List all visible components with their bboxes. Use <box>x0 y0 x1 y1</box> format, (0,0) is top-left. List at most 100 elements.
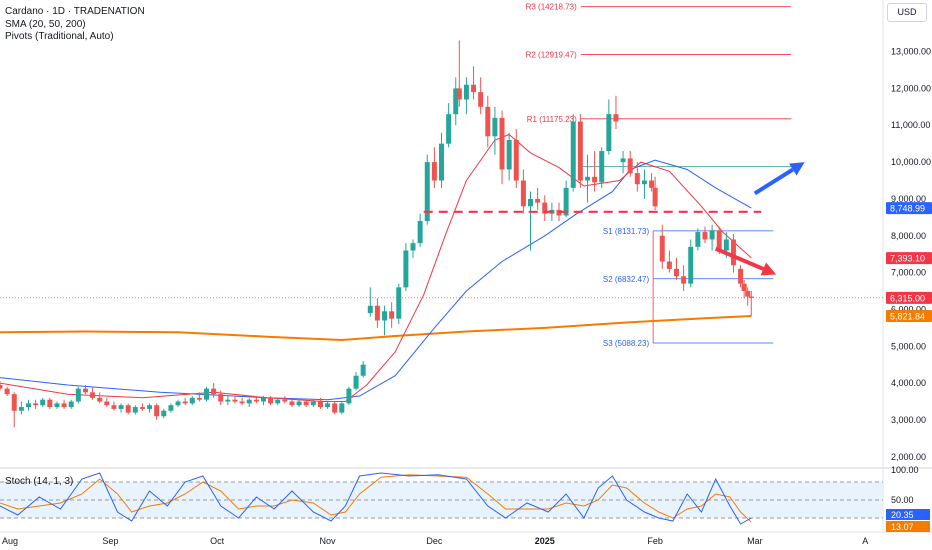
candle <box>577 114 583 188</box>
stochastic-lines <box>0 472 752 525</box>
candle-body <box>613 114 619 122</box>
candle-body <box>599 151 605 183</box>
price-badge <box>886 252 932 265</box>
stoch-k-badge <box>886 509 930 520</box>
candle-body <box>182 401 188 404</box>
sma50-line <box>0 159 752 401</box>
candle <box>296 399 302 408</box>
candle-body <box>282 399 288 402</box>
sma-legend[interactable]: SMA (20, 50, 200) <box>5 18 86 30</box>
candle-body <box>513 139 519 181</box>
candle-body <box>681 276 687 284</box>
candle <box>641 169 647 199</box>
candle <box>745 287 751 306</box>
candle-body <box>745 291 751 297</box>
candle <box>592 151 598 192</box>
candle-body <box>535 198 541 203</box>
candle-body <box>431 162 437 181</box>
candle <box>673 257 679 280</box>
candle <box>599 147 605 188</box>
candle-body <box>417 221 423 244</box>
candle <box>97 392 103 404</box>
candle <box>709 224 715 251</box>
trend-arrow-head <box>760 262 777 276</box>
candle-body <box>82 388 88 393</box>
x-tick-label: Nov <box>320 536 337 546</box>
candle-body <box>268 397 274 404</box>
candle-body <box>446 114 452 144</box>
candle-body <box>584 176 590 181</box>
candle-body <box>456 88 462 100</box>
candle-body <box>303 401 309 406</box>
candle-body <box>563 187 569 216</box>
candle <box>11 392 17 428</box>
y-tick-label: 7,000.00 <box>891 268 926 278</box>
candle-body <box>492 117 498 137</box>
candle <box>232 396 238 404</box>
price-badge-label: 8,748.99 <box>890 204 925 214</box>
candle <box>61 399 67 409</box>
candle-body <box>741 283 747 292</box>
candle-body <box>666 261 672 269</box>
stoch-legend[interactable]: Stoch (14, 1, 3) <box>5 476 74 487</box>
candle <box>47 397 53 409</box>
x-tick-label: Aug <box>2 536 18 546</box>
candle <box>520 169 526 214</box>
pivots-legend[interactable]: Pivots (Traditional, Auto) <box>5 31 114 42</box>
stoch-d-line <box>0 474 752 523</box>
candle-body <box>239 401 245 404</box>
candle-body <box>382 311 388 321</box>
candle-body <box>33 403 39 406</box>
candle <box>68 399 74 409</box>
candle-body <box>403 250 409 288</box>
candle-body <box>211 388 217 395</box>
candle-body <box>168 405 174 411</box>
candle <box>506 132 512 181</box>
candle <box>353 372 359 391</box>
candle <box>175 399 181 408</box>
candle-body <box>61 403 67 408</box>
candle <box>396 283 402 325</box>
stoch-tick-label: 100.00 <box>891 465 919 475</box>
y-tick-label: 8,000.00 <box>891 231 926 241</box>
candle-body <box>132 407 138 413</box>
candle-body <box>246 399 252 404</box>
candle-body <box>75 388 81 402</box>
candle-body <box>175 401 181 406</box>
y-tick-label: 9,000.00 <box>891 194 926 204</box>
candle-body <box>702 232 708 240</box>
candle <box>417 213 423 247</box>
candle <box>528 191 534 251</box>
sma20-line <box>0 133 752 402</box>
candle <box>118 403 124 413</box>
y-tick-label: 4,000.00 <box>891 378 926 388</box>
candle <box>54 401 60 409</box>
candle-body <box>439 143 444 181</box>
x-tick-label: 2025 <box>535 536 555 546</box>
candle <box>211 383 217 398</box>
candle <box>446 103 452 148</box>
candle-body <box>738 268 744 284</box>
candle-body <box>47 399 53 408</box>
candle <box>111 401 117 411</box>
candle <box>741 279 747 299</box>
candle-body <box>748 296 754 298</box>
candle <box>161 408 167 419</box>
candle <box>424 154 430 225</box>
candle-body <box>641 180 647 185</box>
candle <box>139 403 145 411</box>
candle-body <box>339 403 345 413</box>
trend-arrow-head <box>789 162 805 176</box>
candle <box>25 399 31 411</box>
pivot-label: S3 (5088.23) <box>603 339 650 348</box>
candle-body <box>25 403 31 408</box>
candle-body <box>570 121 576 188</box>
currency-button[interactable]: USD <box>887 3 927 22</box>
symbol-title[interactable]: Cardano · 1D · TRADENATION <box>5 6 145 17</box>
x-tick-label: Mar <box>747 536 763 546</box>
candle <box>189 396 195 406</box>
pivot-label: S1 (8131.73) <box>603 227 650 236</box>
sma200-line <box>0 315 752 342</box>
candle-body <box>147 405 153 409</box>
